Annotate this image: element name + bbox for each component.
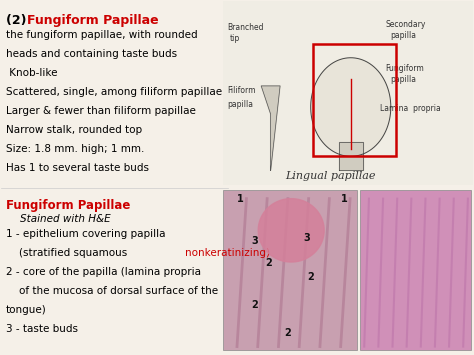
Text: 2: 2 [251, 300, 258, 310]
Text: Has 1 to several taste buds: Has 1 to several taste buds [6, 163, 149, 173]
FancyBboxPatch shape [360, 190, 471, 350]
Text: papilla: papilla [390, 75, 416, 84]
Text: 2 - core of the papilla (lamina propria: 2 - core of the papilla (lamina propria [6, 267, 201, 277]
Text: 1: 1 [237, 194, 244, 204]
Text: 2: 2 [284, 328, 291, 338]
Text: Branched: Branched [228, 23, 264, 32]
Text: tip: tip [230, 34, 240, 43]
Text: Size: 1.8 mm. high; 1 mm.: Size: 1.8 mm. high; 1 mm. [6, 144, 145, 154]
Bar [313, 44, 395, 156]
Text: papilla: papilla [390, 31, 416, 40]
Text: of the mucosa of dorsal surface of the: of the mucosa of dorsal surface of the [6, 286, 218, 296]
Text: Scattered, single, among filiform papillae: Scattered, single, among filiform papill… [6, 87, 222, 97]
Text: 3 - taste buds: 3 - taste buds [6, 324, 78, 334]
Text: Lingual papillae: Lingual papillae [285, 171, 376, 181]
Text: nonkeratinizing): nonkeratinizing) [185, 247, 270, 258]
Text: 2: 2 [265, 258, 272, 268]
Polygon shape [258, 199, 324, 262]
Text: papilla: papilla [228, 100, 254, 109]
Text: 1 - epithelium covering papilla: 1 - epithelium covering papilla [6, 229, 165, 239]
Text: 3: 3 [303, 233, 310, 243]
Text: (stratified squamous: (stratified squamous [6, 247, 131, 258]
Text: Secondary: Secondary [385, 20, 426, 29]
Text: tongue): tongue) [6, 305, 47, 315]
Text: Larger & fewer than filiform papillae: Larger & fewer than filiform papillae [6, 106, 196, 116]
Text: Filiform: Filiform [228, 86, 256, 95]
Text: 3: 3 [251, 236, 258, 246]
FancyBboxPatch shape [223, 190, 357, 350]
Polygon shape [339, 142, 363, 170]
Text: Knob-like: Knob-like [6, 67, 58, 78]
Polygon shape [311, 58, 391, 156]
Text: the fungiform papillae, with rounded: the fungiform papillae, with rounded [6, 29, 198, 39]
Text: Fungiform Papillae: Fungiform Papillae [6, 199, 130, 212]
Text: 2: 2 [308, 272, 314, 282]
Text: Fungiform: Fungiform [385, 64, 424, 73]
Text: Narrow stalk, rounded top: Narrow stalk, rounded top [6, 125, 142, 135]
Text: Fungiform Papillae: Fungiform Papillae [27, 14, 159, 27]
Text: Stained with H&E: Stained with H&E [20, 214, 111, 224]
Text: (2): (2) [6, 14, 31, 27]
Polygon shape [261, 86, 280, 170]
Text: heads and containing taste buds: heads and containing taste buds [6, 49, 177, 59]
FancyBboxPatch shape [223, 1, 473, 185]
Text: 1: 1 [341, 194, 347, 204]
Text: Lamina  propria: Lamina propria [380, 104, 441, 113]
